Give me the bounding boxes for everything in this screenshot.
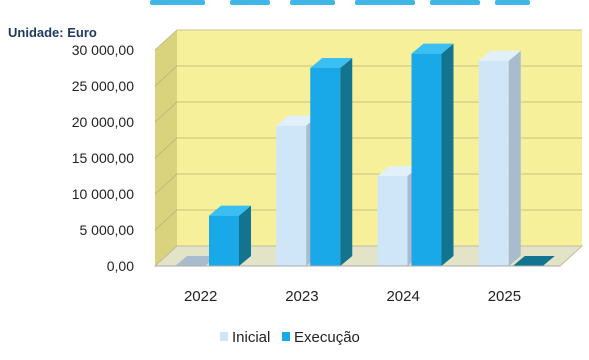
bar-front-face (209, 215, 239, 266)
bar-top-face (478, 50, 521, 61)
x-tick-label: 2025 (488, 288, 521, 305)
bar-front-face (310, 68, 341, 266)
bar-front-face (276, 125, 307, 266)
decorative-header-strip (0, 0, 589, 6)
bar-top-face (276, 115, 319, 126)
legend-label: Execução (294, 329, 360, 346)
unit-label: Unidade: Euro (8, 25, 97, 40)
legend-item-execucao: Execução (282, 329, 360, 346)
bar-top-face (411, 43, 454, 54)
gridline (154, 29, 582, 51)
bar-front-face (478, 60, 509, 266)
y-tick-label: 30 000,00 (72, 42, 134, 58)
bar-front-face (411, 53, 442, 266)
chart-legend: Inicial Execução (220, 329, 360, 346)
bar-side-face (239, 205, 251, 266)
bar-side-face (508, 50, 521, 266)
x-tick-label: 2023 (285, 288, 318, 305)
bar-top-face (310, 58, 353, 68)
y-tick-label: 0,00 (107, 258, 134, 274)
bar-execucao-2023 (310, 58, 353, 266)
bar-inicial-2022 (175, 256, 217, 266)
bar-execucao-2024 (411, 43, 454, 266)
legend-swatch (282, 332, 290, 341)
bar-side-face (441, 43, 454, 266)
legend-swatch (220, 332, 228, 341)
bar-front-face (377, 176, 408, 266)
y-tick-label: 25 000,00 (72, 78, 134, 94)
x-tick-label: 2022 (184, 288, 217, 305)
bar-top-face (512, 256, 555, 266)
bar-side-face (340, 58, 353, 266)
bar-top-face (209, 205, 251, 216)
bar-top-face (175, 256, 217, 266)
chart-bars (175, 43, 555, 266)
y-tick-label: 10 000,00 (72, 186, 134, 202)
legend-item-inicial: Inicial (220, 329, 270, 346)
bar-execucao-2022 (209, 205, 251, 266)
x-axis: 2022 2023 2024 2025 (184, 288, 521, 305)
bar-execucao-2025 (512, 256, 555, 266)
y-tick-label: 15 000,00 (72, 150, 134, 166)
y-tick-label: 20 000,00 (72, 114, 134, 130)
y-tick-label: 5 000,00 (80, 222, 135, 238)
y-axis: 0,00 5 000,00 10 000,00 15 000,00 20 000,00 2… (72, 42, 560, 274)
bar-inicial-2025 (478, 50, 521, 266)
bar-top-face (377, 166, 420, 176)
legend-label: Inicial (232, 329, 270, 346)
x-tick-label: 2024 (386, 288, 419, 305)
